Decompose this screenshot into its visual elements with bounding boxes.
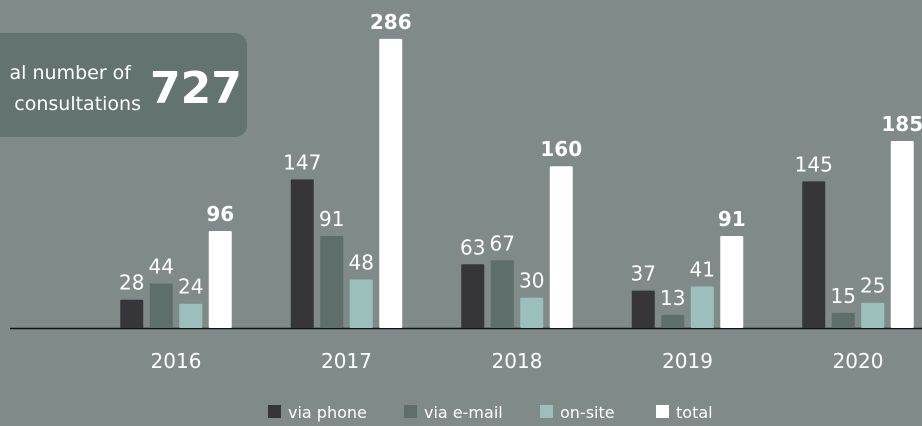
data-label: 13: [660, 286, 685, 310]
bar: [520, 297, 544, 328]
data-label: 145: [795, 152, 833, 176]
bar: [490, 260, 514, 328]
bar: [831, 312, 855, 328]
bar: [379, 38, 403, 328]
legend-swatch: [268, 405, 281, 418]
data-label: 24: [178, 275, 203, 299]
data-label: 41: [690, 258, 715, 282]
bar: [690, 286, 714, 328]
bar: [149, 283, 173, 328]
info-label: al number of: [10, 62, 133, 84]
x-tick-label: 2019: [662, 349, 713, 373]
bar: [349, 279, 373, 328]
bar: [549, 166, 573, 328]
data-label: 91: [319, 207, 344, 231]
x-tick-label: 2020: [833, 349, 884, 373]
data-label: 185: [881, 112, 922, 136]
data-label: 48: [349, 250, 374, 274]
bar: [861, 302, 885, 328]
info-box: [0, 33, 247, 137]
bar: [320, 235, 344, 328]
legend-swatch: [540, 405, 553, 418]
data-label: 147: [283, 150, 321, 174]
bar: [208, 230, 232, 328]
bar: [802, 181, 826, 328]
bar: [179, 303, 203, 328]
data-label: 67: [490, 231, 515, 255]
data-label: 15: [831, 284, 856, 308]
data-label: 91: [718, 207, 746, 231]
bar: [661, 314, 685, 328]
data-label: 96: [206, 202, 234, 226]
data-label: 28: [119, 271, 144, 295]
x-tick-label: 2016: [151, 349, 202, 373]
data-label: 160: [540, 137, 582, 161]
bar: [631, 290, 655, 328]
x-tick-label: 2018: [492, 349, 543, 373]
bar: [290, 179, 314, 328]
data-label: 44: [149, 255, 174, 279]
data-label: 286: [370, 10, 412, 34]
data-label: 63: [460, 235, 485, 259]
info-label: consultations: [14, 93, 141, 115]
bar: [461, 264, 485, 328]
bar: [120, 299, 144, 328]
data-label: 37: [631, 262, 656, 286]
legend-label: via phone: [288, 403, 367, 422]
legend-swatch: [404, 405, 417, 418]
bar: [890, 140, 914, 328]
legend-label: total: [676, 403, 713, 422]
data-label: 25: [860, 274, 885, 298]
data-label: 30: [519, 269, 544, 293]
legend-label: via e-mail: [424, 403, 503, 422]
info-value: 727: [150, 63, 242, 114]
legend-label: on-site: [560, 403, 615, 422]
legend-swatch: [656, 405, 669, 418]
x-tick-label: 2017: [321, 349, 372, 373]
bar: [720, 235, 744, 328]
